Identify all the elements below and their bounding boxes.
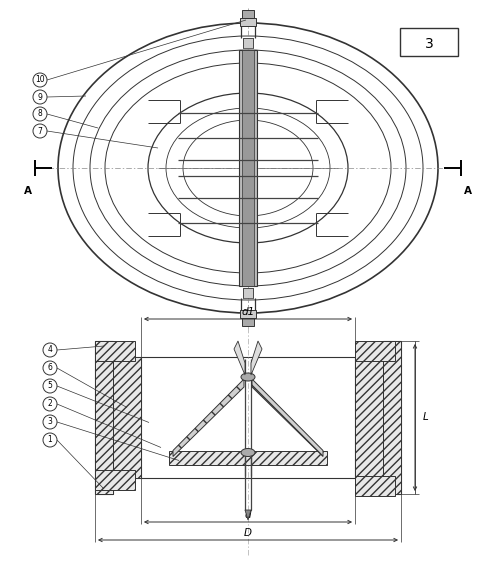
Bar xyxy=(240,310,256,318)
Circle shape xyxy=(43,379,57,393)
Bar xyxy=(355,476,395,496)
Text: 6: 6 xyxy=(48,363,52,373)
Bar xyxy=(383,341,401,494)
Text: 3: 3 xyxy=(424,37,434,51)
Circle shape xyxy=(43,415,57,429)
Text: 8: 8 xyxy=(38,110,43,119)
Text: 10: 10 xyxy=(35,76,45,85)
Text: 1: 1 xyxy=(48,436,52,444)
Circle shape xyxy=(43,397,57,411)
Bar xyxy=(355,357,383,478)
Circle shape xyxy=(33,90,47,104)
Text: 2: 2 xyxy=(48,400,52,409)
Bar xyxy=(242,50,254,286)
Bar xyxy=(95,341,135,361)
Circle shape xyxy=(33,124,47,138)
Polygon shape xyxy=(252,379,323,457)
Bar xyxy=(242,10,254,18)
Text: 5: 5 xyxy=(48,382,52,390)
Circle shape xyxy=(33,107,47,121)
Text: A: A xyxy=(464,186,472,196)
Bar xyxy=(95,341,113,494)
Ellipse shape xyxy=(241,448,255,457)
Circle shape xyxy=(43,433,57,447)
Bar xyxy=(243,38,253,48)
Bar xyxy=(355,341,395,361)
Bar xyxy=(95,470,135,490)
Circle shape xyxy=(43,361,57,375)
Bar xyxy=(243,288,253,298)
Text: 4: 4 xyxy=(48,346,52,355)
Text: 9: 9 xyxy=(38,93,43,102)
Bar xyxy=(169,450,327,464)
Polygon shape xyxy=(251,341,262,375)
Text: L: L xyxy=(423,413,429,423)
Bar xyxy=(113,357,141,478)
Circle shape xyxy=(33,73,47,87)
Text: d1: d1 xyxy=(242,307,254,317)
Bar xyxy=(240,18,256,26)
Bar xyxy=(242,318,254,326)
Polygon shape xyxy=(245,510,251,520)
Text: 7: 7 xyxy=(38,127,43,136)
Bar xyxy=(400,28,458,56)
Text: A: A xyxy=(24,186,32,196)
Ellipse shape xyxy=(241,373,255,381)
Text: d: d xyxy=(244,510,252,520)
Text: D: D xyxy=(244,528,252,538)
Polygon shape xyxy=(234,341,245,375)
Text: 3: 3 xyxy=(48,417,52,427)
Polygon shape xyxy=(173,379,244,457)
Bar xyxy=(239,50,257,286)
Circle shape xyxy=(43,343,57,357)
